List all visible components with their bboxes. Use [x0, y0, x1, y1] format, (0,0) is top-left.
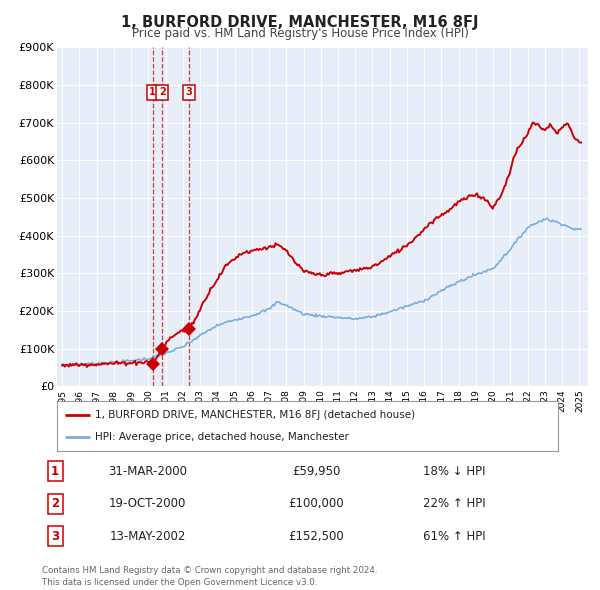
Text: HPI: Average price, detached house, Manchester: HPI: Average price, detached house, Manc…	[95, 432, 349, 442]
Text: 22% ↑ HPI: 22% ↑ HPI	[422, 497, 485, 510]
Text: 2: 2	[159, 87, 166, 97]
Text: £152,500: £152,500	[289, 530, 344, 543]
Text: 19-OCT-2000: 19-OCT-2000	[109, 497, 186, 510]
Text: 2: 2	[51, 497, 59, 510]
Text: £59,950: £59,950	[292, 465, 341, 478]
Text: 61% ↑ HPI: 61% ↑ HPI	[422, 530, 485, 543]
Text: 1: 1	[51, 465, 59, 478]
Text: 31-MAR-2000: 31-MAR-2000	[108, 465, 187, 478]
Text: Contains HM Land Registry data © Crown copyright and database right 2024.
This d: Contains HM Land Registry data © Crown c…	[42, 566, 377, 587]
Text: 1, BURFORD DRIVE, MANCHESTER, M16 8FJ: 1, BURFORD DRIVE, MANCHESTER, M16 8FJ	[121, 15, 479, 30]
Text: Price paid vs. HM Land Registry's House Price Index (HPI): Price paid vs. HM Land Registry's House …	[131, 27, 469, 40]
Text: 3: 3	[51, 530, 59, 543]
Text: £100,000: £100,000	[289, 497, 344, 510]
Text: 3: 3	[186, 87, 193, 97]
Text: 1: 1	[149, 87, 156, 97]
Text: 13-MAY-2002: 13-MAY-2002	[109, 530, 186, 543]
Text: 18% ↓ HPI: 18% ↓ HPI	[422, 465, 485, 478]
Text: 1, BURFORD DRIVE, MANCHESTER, M16 8FJ (detached house): 1, BURFORD DRIVE, MANCHESTER, M16 8FJ (d…	[95, 410, 415, 420]
